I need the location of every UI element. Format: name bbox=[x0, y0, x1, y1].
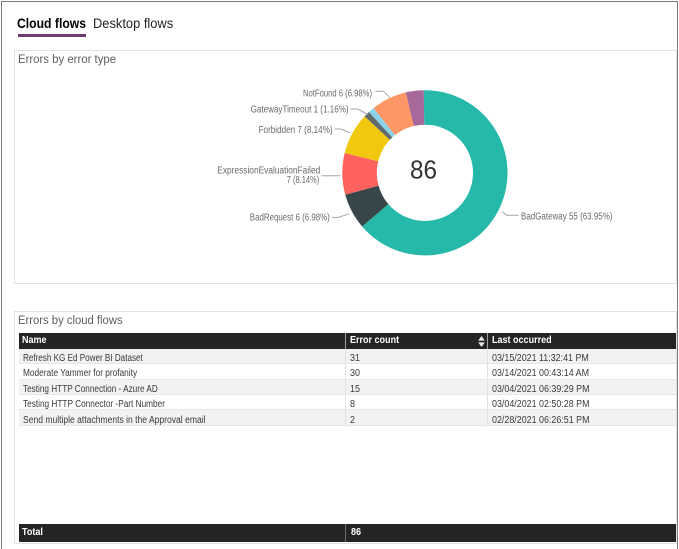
svg-text:BadGateway 55 (63.95%): BadGateway 55 (63.95%) bbox=[521, 212, 613, 223]
svg-text:7 (8.14%): 7 (8.14%) bbox=[287, 175, 320, 186]
svg-text:86: 86 bbox=[410, 156, 437, 184]
svg-text:NotFound 6 (6.98%): NotFound 6 (6.98%) bbox=[303, 88, 372, 99]
svg-text:Forbidden 7 (8.14%): Forbidden 7 (8.14%) bbox=[259, 125, 333, 136]
svg-text:GatewayTimeout 1 (1.16%): GatewayTimeout 1 (1.16%) bbox=[251, 104, 349, 115]
svg-text:ExpressionEvaluationFailed: ExpressionEvaluationFailed bbox=[217, 165, 320, 176]
svg-text:BadRequest 6 (6.98%): BadRequest 6 (6.98%) bbox=[250, 213, 330, 224]
